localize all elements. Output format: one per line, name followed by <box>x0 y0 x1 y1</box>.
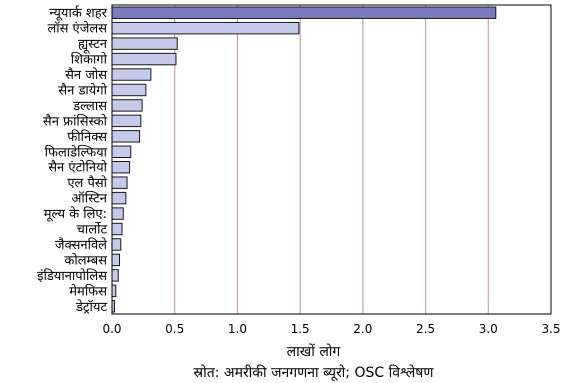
category-label: कोलम्बस <box>64 252 107 268</box>
category-label: मेमफिस <box>69 283 107 299</box>
category-label: ह्यूस्टन <box>78 37 108 54</box>
x-axis-label: लाखों लोग <box>287 343 342 360</box>
category-label: जैक्सनविले <box>55 237 107 253</box>
bar <box>112 84 146 95</box>
bar <box>112 192 126 203</box>
bar <box>112 254 120 265</box>
category-label: शिकागो <box>71 52 108 68</box>
bar <box>112 22 299 33</box>
bars <box>112 7 496 312</box>
bar <box>112 115 141 126</box>
bar <box>112 208 123 219</box>
bar <box>112 223 122 234</box>
x-tick-label: 0.0 <box>102 322 121 336</box>
bar <box>112 239 121 250</box>
category-label: सैन जोस <box>65 67 107 83</box>
x-tick-label: 2.0 <box>353 322 372 336</box>
bar <box>112 270 118 281</box>
bar <box>112 177 127 188</box>
category-label: एल पैसो <box>67 175 107 191</box>
category-label: चार्लोट <box>77 222 108 238</box>
source-note: स्रोत: अमरीकी जनगणना ब्यूरो; OSC विश्लेष… <box>194 364 435 381</box>
x-tick-label: 0.5 <box>165 322 184 336</box>
x-tick-label: 2.5 <box>416 322 435 336</box>
x-tick-label: 1.0 <box>228 322 247 336</box>
category-label: मूल्य के लिए: <box>44 206 107 222</box>
category-label: डल्लास <box>72 99 107 114</box>
category-label: सैन फ्रांसिस्को <box>43 113 108 129</box>
x-tick-label: 3.0 <box>479 322 498 336</box>
bar <box>112 7 496 18</box>
category-label: लॉस एंजेलस <box>47 21 107 37</box>
bar <box>112 38 177 49</box>
category-label: फिलाडेल्फिया <box>45 144 108 160</box>
category-label: ऑस्टिन <box>72 191 108 207</box>
bar <box>112 131 140 142</box>
category-label: इंडियानापोलिस <box>37 268 107 284</box>
bar <box>112 162 130 173</box>
category-label: सैन एंटोनियो <box>48 160 107 176</box>
bar <box>112 285 116 296</box>
bar <box>112 100 142 111</box>
category-label: सैन डायेगो <box>58 82 107 98</box>
x-tick-label: 1.5 <box>291 322 310 336</box>
bar <box>112 69 151 80</box>
category-label: न्यूयार्क शहर <box>50 5 108 21</box>
category-label: फीनिक्स <box>67 129 107 145</box>
bar <box>112 53 176 64</box>
grid-lines <box>175 5 489 314</box>
bar <box>112 146 131 157</box>
category-label: डेट्रॉयट <box>75 299 107 315</box>
x-tick-label: 3.5 <box>541 322 560 336</box>
x-tick-labels: 0.0 0.5 1.0 1.5 2.0 2.5 3.0 3.5 <box>102 322 560 336</box>
plot-frame <box>112 5 551 314</box>
